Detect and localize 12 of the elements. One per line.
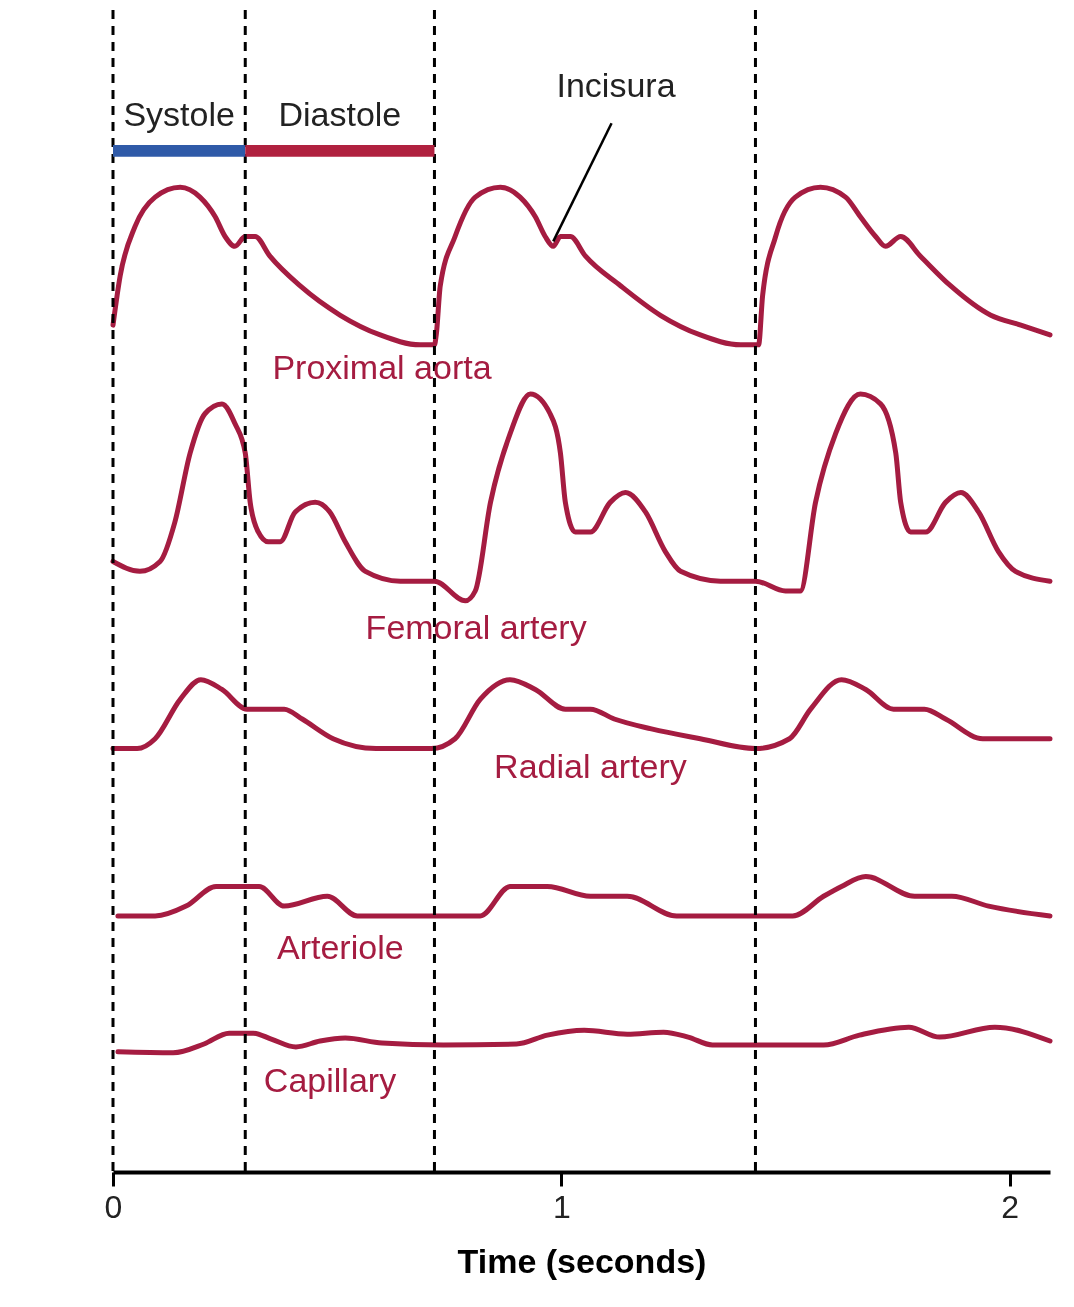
- series-label: Proximal aorta: [272, 348, 492, 387]
- text: Diastole: [278, 95, 402, 134]
- x-tick-label: 1: [552, 1188, 571, 1225]
- x-axis-title: Time (seconds): [457, 1241, 707, 1280]
- x-tick-label: 2: [1001, 1188, 1020, 1225]
- series-label: Femoral artery: [365, 608, 587, 647]
- text: Systole: [123, 95, 235, 134]
- annotation: Incisura: [556, 65, 676, 104]
- series-label: Arteriole: [277, 928, 404, 967]
- series-label: Radial artery: [494, 747, 687, 786]
- x-tick-label: 0: [104, 1188, 123, 1225]
- series-label: Capillary: [263, 1061, 397, 1100]
